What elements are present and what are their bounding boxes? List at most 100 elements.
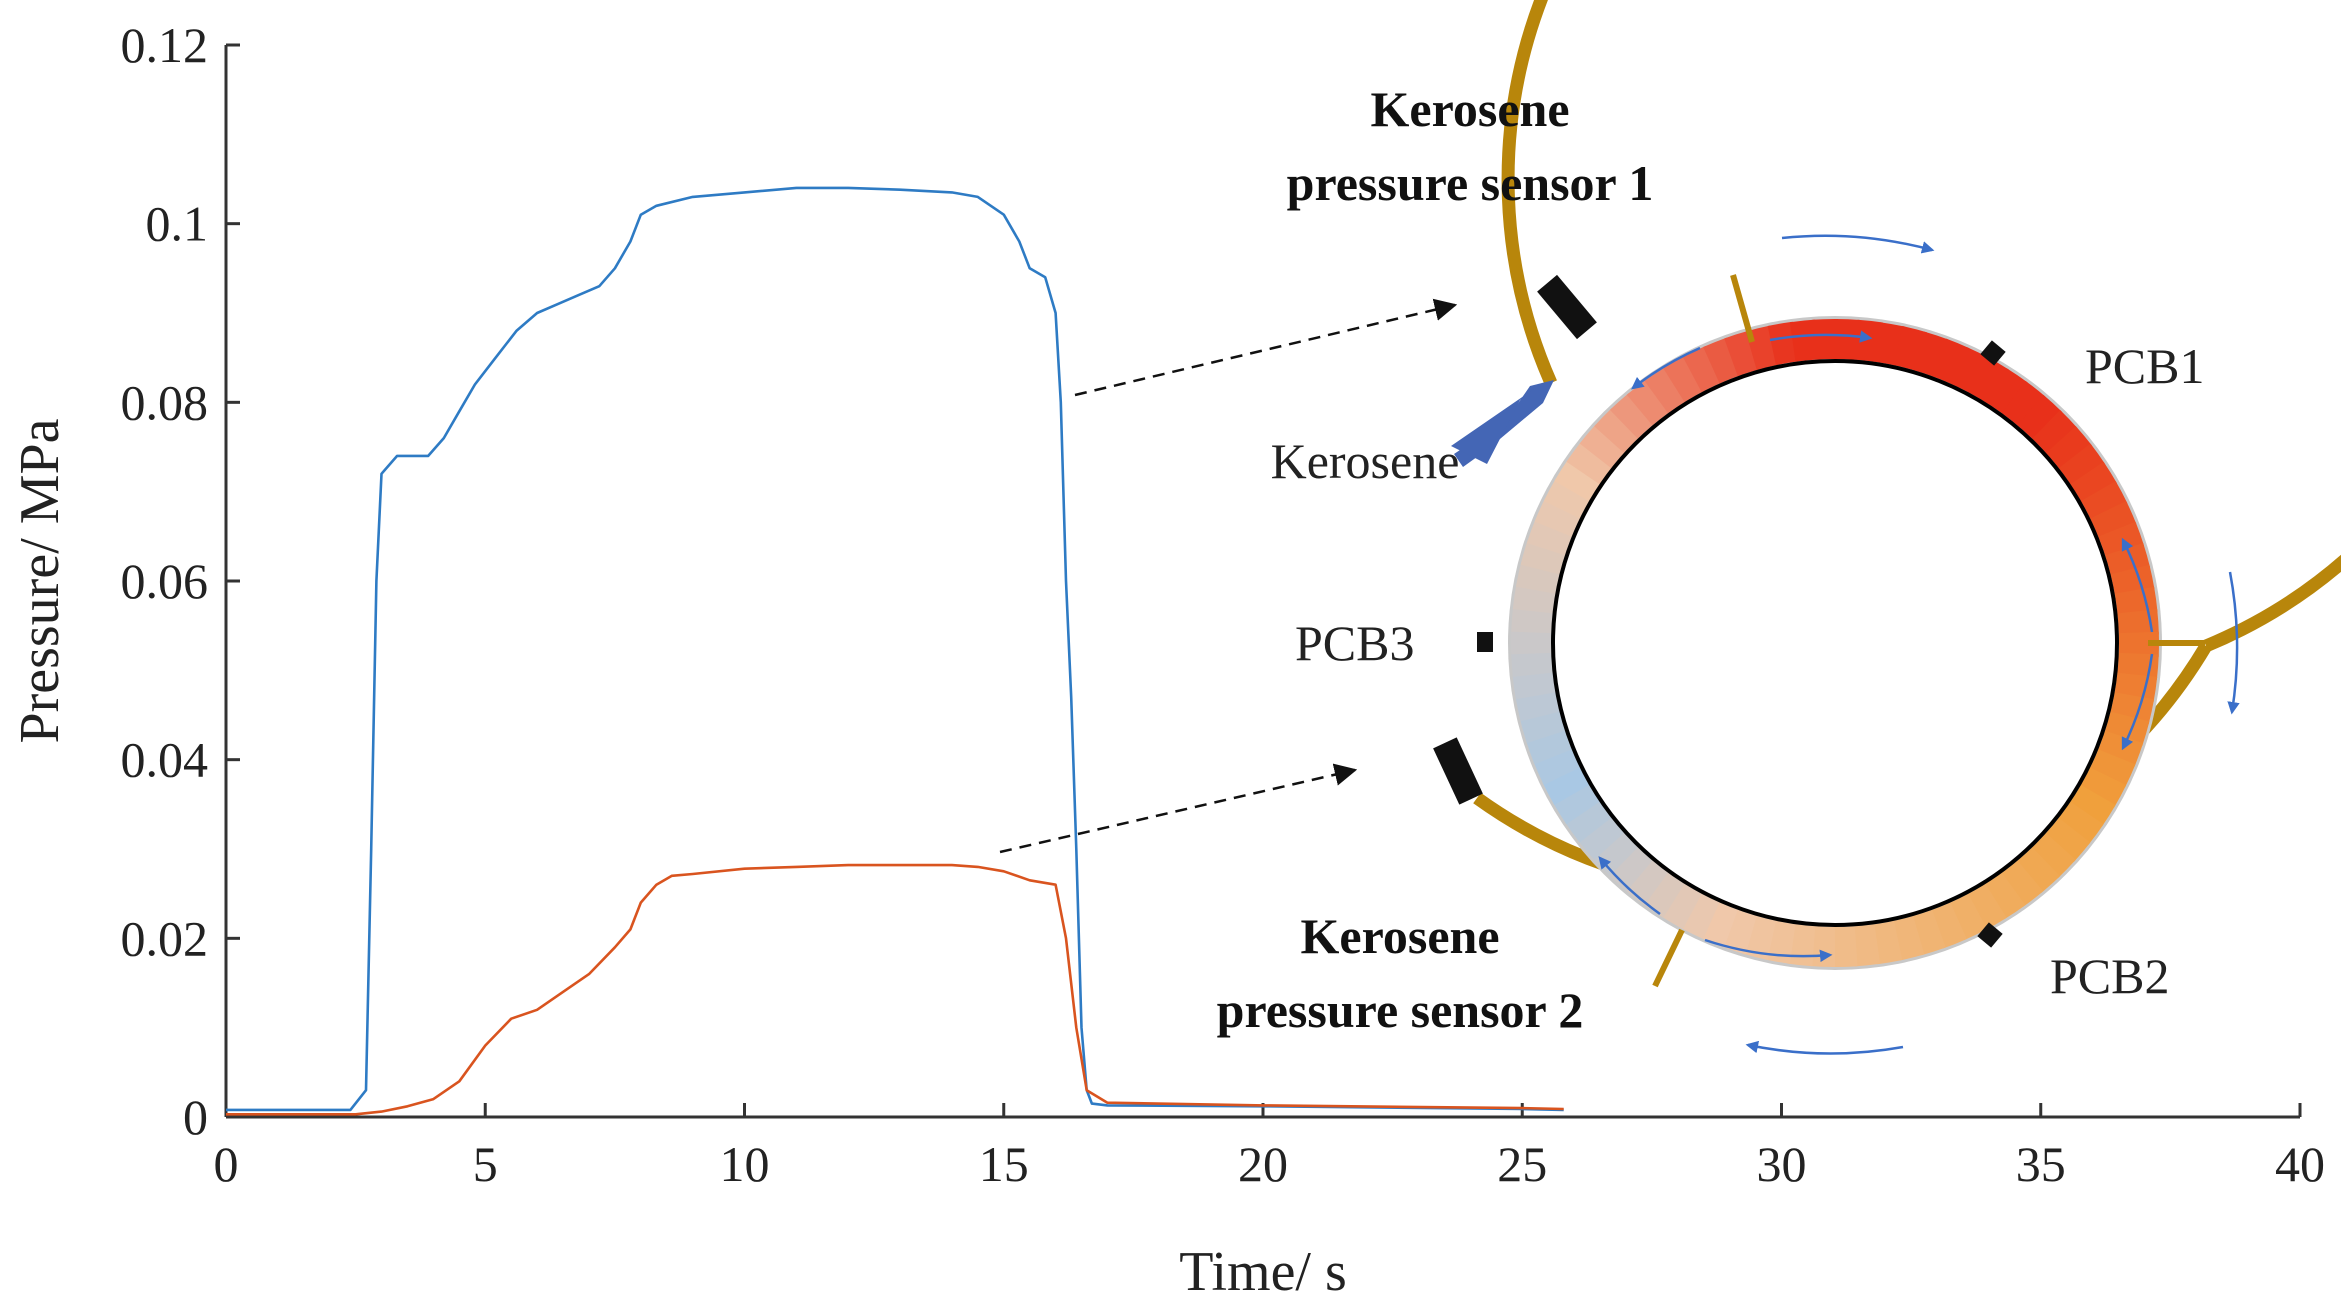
y-tick-label-0: 0 (183, 1089, 208, 1145)
heat-ring-segment (1644, 366, 1687, 414)
flow-arrow-inner-bottom-right (1704, 938, 1833, 963)
heat-ring-segment (1703, 337, 1741, 384)
heat-ring-segment (2079, 767, 2127, 808)
heat-ring-segment (1874, 322, 1906, 366)
y-tick-label-4: 0.08 (121, 374, 209, 430)
heat-ring-segment (1721, 908, 1757, 955)
series-layer (226, 186, 1564, 1116)
pcb1-label: PCB1 (2085, 338, 2205, 394)
annotation-text: Kerosene pressure sensor 1 Kerosene pres… (1217, 81, 2205, 1038)
flow-arrow-inner-right-up (2121, 537, 2154, 633)
heat-ring-segment (1515, 561, 1561, 594)
y-axis-label: Pressure/ MPa (9, 418, 71, 743)
heat-ring-segment (1680, 892, 1720, 940)
sensor1-callout-arrow (1074, 298, 1458, 397)
sensor2-callout-arrow (999, 763, 1358, 854)
y-tick-label-1: 0.02 (121, 910, 209, 966)
heat-ring-segment (2080, 481, 2128, 521)
heat-ring-segment (2110, 564, 2155, 597)
heat-ring-segment (1533, 746, 1580, 786)
heat-ring-segment (1526, 519, 1573, 556)
pcb1-marker (1980, 340, 2006, 366)
heat-ring-segment (1592, 831, 1638, 877)
heat-ring-segment (2109, 692, 2155, 725)
heat-ring-segment (1512, 583, 1556, 614)
heat-ring-segment (1534, 498, 1581, 537)
heat-ring-segment (2015, 847, 2061, 894)
heat-ring-segment (2117, 652, 2159, 680)
heat-ring-segment (1910, 909, 1946, 956)
flow-arrow-outer-right (2227, 571, 2240, 715)
x-ticks: 0 5 10 15 20 25 30 35 40 (214, 1103, 2325, 1192)
heat-ring-segment (1893, 326, 1928, 371)
heat-ring-segment (1787, 923, 1816, 967)
heat-ring-segment (1913, 331, 1949, 378)
heat-ring-segment (1742, 915, 1777, 960)
heat-ring-segment (1566, 441, 1613, 485)
heat-ring-segment (1983, 872, 2026, 920)
heat-ring-segment (2045, 426, 2093, 471)
heat-ring-segment (1512, 670, 1556, 700)
heat-ring-segment (2032, 409, 2078, 455)
x-tick-label-5: 25 (1497, 1136, 1547, 1192)
pcb2-marker (1977, 922, 2003, 948)
heat-ring-segment (1832, 926, 1858, 968)
heat-ring-segment (1854, 319, 1883, 363)
x-tick-label-7: 35 (2016, 1136, 2066, 1192)
heat-ring-segment (2001, 380, 2046, 428)
heat-ring-segment (1579, 424, 1626, 469)
heat-ring-segment (1543, 478, 1591, 519)
heat-ring-segment (1607, 845, 1653, 892)
y-tick-label-6: 0.12 (121, 17, 209, 73)
series-line-1 (226, 186, 1564, 1112)
flow-arrow-outer-bottom (1745, 1040, 1904, 1055)
heat-ring-segment (1968, 356, 2010, 404)
pcb2-label: PCB2 (2050, 948, 2170, 1004)
heat-ring-segment (1642, 871, 1685, 918)
inner-chamber (1551, 359, 2119, 927)
pressure-sensor-1-block (1537, 274, 1597, 340)
heat-ring-segment (1663, 355, 1705, 403)
heat-ring-segment (1871, 920, 1903, 965)
heat-ring-segment (1999, 860, 2044, 907)
heat-ring-segment (1511, 606, 1553, 634)
outer-manifold-arc-upper (1501, 0, 2341, 653)
sensor2-label-line2: pressure sensor 2 (1217, 982, 1584, 1038)
x-tick-label-8: 40 (2275, 1136, 2325, 1192)
x-axis-label: Time/ s (1179, 1241, 1347, 1303)
kerosene-inlet-label: Kerosene (1271, 433, 1460, 489)
y-ticks: 0 0.02 0.04 0.06 0.08 0.1 0.12 (121, 17, 240, 1145)
x-tick-label-3: 15 (979, 1136, 1029, 1192)
heat-ring-segment (1950, 346, 1990, 394)
heat-ring-segment (2114, 672, 2158, 703)
heat-ring-segment (1520, 540, 1566, 575)
flow-arrows (1598, 234, 2240, 1055)
heat-ring-segment (1745, 325, 1779, 371)
heat-colored-ring (1511, 318, 2159, 968)
heat-ring-segment (2117, 609, 2159, 636)
heat-ring-segment (1526, 728, 1572, 765)
spoke-top (1730, 274, 1755, 343)
heat-ring-segment (2070, 461, 2117, 504)
heat-ring-segment (1931, 338, 1970, 385)
flow-arrow-inner-bottom-left (1598, 856, 1661, 916)
heat-ring-segment (1594, 408, 1640, 454)
heat-ring-segment (2090, 500, 2137, 540)
heat-ring-segment (2097, 730, 2144, 767)
heat-ring-segment (1577, 815, 1625, 860)
heat-ring-segment (1767, 321, 1799, 366)
x-tick-label-4: 20 (1238, 1136, 1288, 1192)
heat-ring-segment (1553, 782, 1600, 825)
heat-ring-segment (1965, 883, 2007, 931)
heat-ring-segment (1519, 709, 1565, 744)
heat-ring-segment (1929, 902, 1967, 949)
x-tick-label-0: 0 (214, 1136, 239, 1192)
sensor1-label-line2: pressure sensor 1 (1287, 155, 1654, 211)
series-line-2 (226, 863, 1564, 1116)
heat-ring-segment (2068, 784, 2116, 827)
heat-ring-segment (2044, 817, 2091, 862)
heat-ring-segment (2089, 749, 2136, 788)
heat-ring-segment (1609, 392, 1655, 439)
heat-ring-segment (1511, 650, 1553, 677)
